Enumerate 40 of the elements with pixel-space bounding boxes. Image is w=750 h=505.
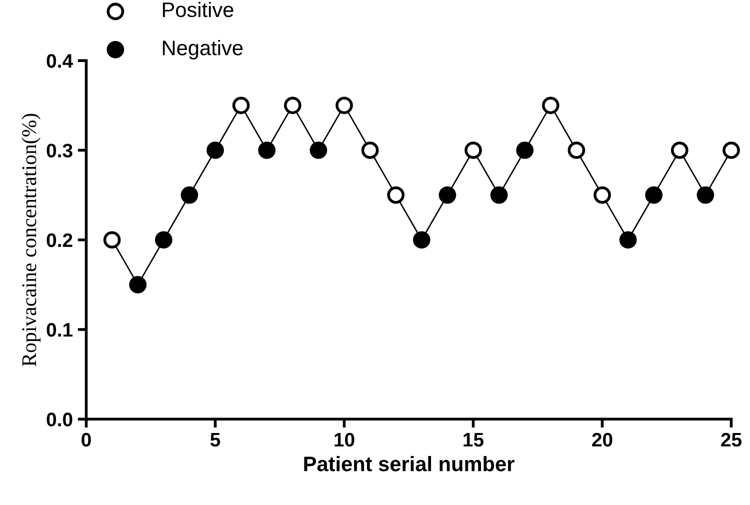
point: [103, 231, 121, 249]
point: [438, 186, 456, 204]
y-tick-label: 0.2: [46, 233, 72, 248]
point: [670, 142, 688, 159]
point: [336, 96, 353, 114]
x-tick-label: 10: [334, 432, 354, 447]
x-tick-label: 0: [82, 432, 91, 447]
point: [154, 231, 172, 249]
point: [258, 142, 276, 159]
point: [387, 186, 405, 204]
point: [490, 186, 508, 204]
point: [232, 96, 250, 114]
y-tick-label: 0.1: [46, 322, 73, 337]
x-tick-label: 20: [592, 432, 612, 447]
legend-label: Positive: [162, 2, 234, 18]
point: [206, 142, 224, 159]
point: [722, 142, 740, 159]
y-tick-label: 0.4: [46, 54, 73, 68]
point: [180, 186, 198, 204]
point: [594, 186, 611, 204]
point: [645, 186, 663, 204]
point: [516, 142, 534, 159]
x-tick-label: 15: [464, 433, 484, 447]
point: [619, 231, 637, 249]
y-axis-title: Ropivacaine concentration(%): [22, 114, 40, 366]
point: [696, 186, 714, 204]
y-tick-label: 0.3: [46, 144, 72, 158]
point: [412, 231, 430, 249]
point: [310, 142, 328, 159]
point: [129, 276, 147, 294]
point: [542, 96, 560, 114]
point: [464, 142, 482, 159]
legend-label: Negative: [162, 40, 243, 60]
point: [361, 142, 379, 159]
x-tick-label: 25: [721, 432, 742, 447]
point: [284, 96, 302, 114]
point: [568, 142, 586, 159]
x-axis-title: Patient serial number: [304, 456, 514, 472]
y-tick-label: 0.0: [46, 412, 72, 426]
x-tick-label: 5: [210, 433, 220, 447]
